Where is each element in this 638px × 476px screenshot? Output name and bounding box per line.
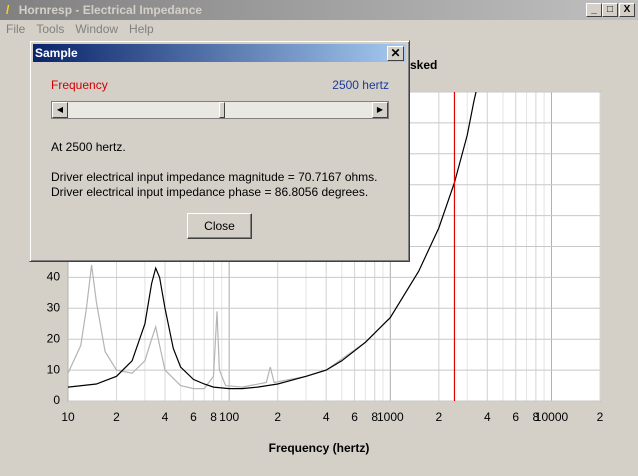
info-line: Driver electrical input impedance phase …	[51, 185, 369, 199]
x-tick-label: 2	[113, 410, 120, 424]
slider-right[interactable]: ▶	[372, 102, 388, 118]
x-axis-label: Frequency (hertz)	[269, 441, 370, 455]
x-tick-label: 10000	[535, 410, 569, 424]
x-tick-label: 8	[371, 410, 378, 424]
y-tick-label: 40	[47, 270, 61, 284]
menu-bar: File Tools Window Help	[0, 20, 159, 38]
x-tick-label: 2	[597, 410, 604, 424]
app-icon: /	[6, 3, 10, 17]
x-tick-label: 6	[351, 410, 358, 424]
slider-value: 2500 hertz	[332, 78, 389, 92]
info-line: At 2500 hertz.	[51, 140, 126, 154]
y-tick-label: 0	[53, 393, 60, 407]
x-tick-label: 6	[512, 410, 519, 424]
impedance-curve	[68, 92, 477, 390]
y-tick-label: 10	[47, 362, 61, 376]
menu-item[interactable]: Tools	[36, 22, 65, 36]
impedance-curve	[68, 264, 391, 390]
x-tick-label: 2	[274, 410, 281, 424]
dialog-title-bar: Sample ✕	[33, 44, 406, 62]
minimize-button[interactable]: _	[586, 3, 602, 17]
info-line: Driver electrical input impedance magnit…	[51, 170, 378, 184]
menu-item[interactable]: File	[6, 22, 26, 36]
close-button[interactable]: Close	[187, 213, 252, 239]
x-tick-label: 8	[533, 410, 540, 424]
x-tick-label: 10	[61, 410, 75, 424]
x-tick-label: 1000	[377, 410, 404, 424]
dialog-close-x[interactable]: ✕	[387, 46, 404, 61]
x-tick-label: 6	[190, 410, 197, 424]
x-tick-label: 4	[323, 410, 330, 424]
x-tick-label: 4	[162, 410, 169, 424]
frequency-slider[interactable]: ◀ ▶	[51, 101, 389, 119]
x-tick-label: 2	[435, 410, 442, 424]
y-tick-label: 20	[47, 331, 61, 345]
dialog-title: Sample	[35, 46, 78, 60]
slider-label: Frequency	[51, 78, 108, 92]
y-tick-label: 30	[47, 300, 61, 314]
dialog: Sample ✕ Frequency 2500 hertz ◀ ▶ At 250…	[29, 40, 410, 262]
window-title: Hornresp - Electrical Impedance	[18, 3, 203, 17]
maximize-button[interactable]: □	[602, 3, 618, 17]
slider-thumb[interactable]	[219, 102, 225, 118]
x-tick-label: 4	[484, 410, 491, 424]
menu-item[interactable]: Window	[75, 22, 119, 36]
slider-left[interactable]: ◀	[52, 102, 68, 118]
chart-title: sked	[410, 58, 437, 72]
x-tick-label: 8	[210, 410, 217, 424]
title-bar: / Hornresp - Electrical Impedance _ □ X	[0, 0, 638, 20]
close-window-button[interactable]: X	[619, 3, 635, 17]
menu-item[interactable]: Help	[129, 22, 154, 36]
x-tick-label: 100	[219, 410, 239, 424]
